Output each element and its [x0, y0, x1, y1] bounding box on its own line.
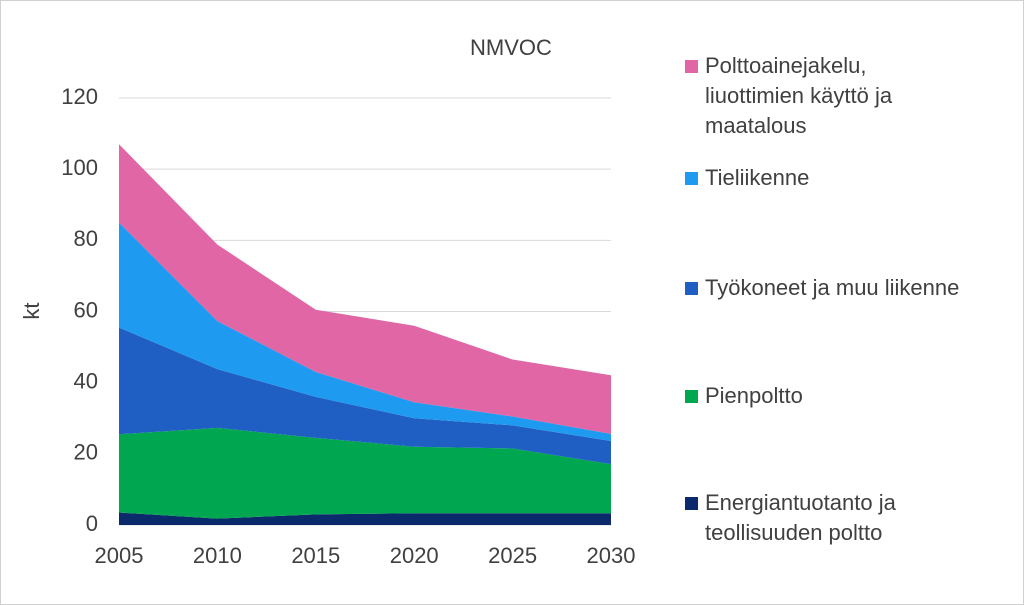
legend-swatch	[685, 282, 698, 295]
y-tick-label: 100	[61, 155, 98, 180]
y-axis-label: kt	[19, 302, 44, 319]
legend-swatch	[685, 497, 698, 510]
x-tick-label: 2005	[95, 543, 144, 568]
legend-label: Polttoainejakelu, liuottimien käyttö ja …	[705, 53, 893, 138]
y-tick-label: 40	[74, 368, 98, 393]
area	[119, 144, 611, 434]
y-tick-label: 120	[61, 84, 98, 109]
x-tick-label: 2010	[193, 543, 242, 568]
legend-swatch	[685, 172, 698, 185]
legend-item: Energiantuotanto ja teollisuuden poltto	[685, 488, 1015, 548]
legend-label: Tieliikenne	[705, 165, 810, 190]
y-tick-label: 0	[86, 511, 98, 536]
legend-swatch	[685, 390, 698, 403]
area	[119, 512, 611, 525]
x-tick-label: 2020	[390, 543, 439, 568]
x-tick-label: 2025	[488, 543, 537, 568]
y-tick-label: 20	[74, 440, 98, 465]
legend-item: Polttoainejakelu, liuottimien käyttö ja …	[685, 51, 1015, 141]
legend-item: Työkoneet ja muu liikenne	[685, 273, 1015, 303]
chart-title: NMVOC	[470, 35, 552, 60]
area	[119, 222, 611, 442]
legend-item: Tieliikenne	[685, 163, 1015, 193]
legend-item: Pienpoltto	[685, 381, 1015, 411]
legend-label: Pienpoltto	[705, 383, 803, 408]
x-tick-label: 2030	[587, 543, 636, 568]
y-tick-label: 60	[74, 297, 98, 322]
legend-label: Työkoneet ja muu liikenne	[705, 275, 960, 300]
legend-label: Energiantuotanto ja teollisuuden poltto	[705, 490, 896, 545]
legend-swatch	[685, 60, 698, 73]
y-tick-label: 80	[74, 226, 98, 251]
x-tick-label: 2015	[291, 543, 340, 568]
area	[119, 327, 611, 465]
area	[119, 427, 611, 519]
